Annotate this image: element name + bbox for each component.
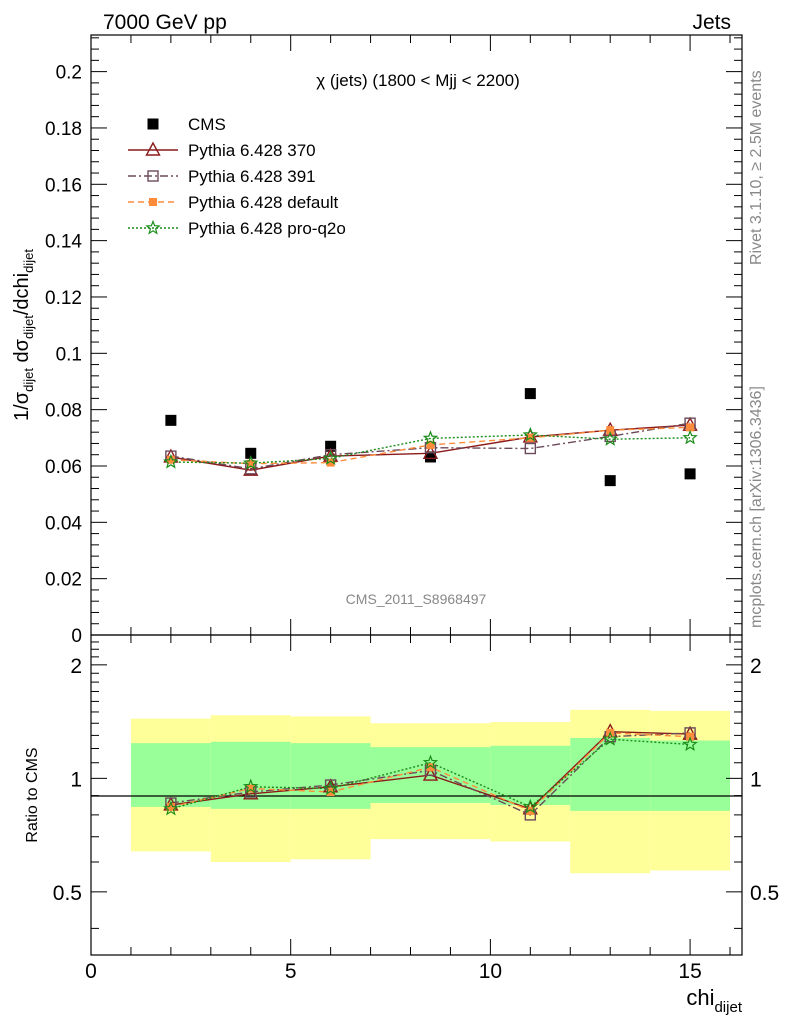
- ratio-y-tick-label-right: 2: [750, 655, 762, 678]
- ratio-plot-frame: [90, 634, 743, 956]
- main-point-pq2o: [322, 450, 339, 465]
- main-y-tick-label: 0.16: [45, 175, 82, 196]
- ratio-point-p370: [422, 766, 439, 781]
- main-y-tick-label: 0.08: [45, 401, 82, 422]
- main-point-pq2o: [522, 426, 539, 442]
- main-point-cms: [524, 388, 536, 400]
- legend-marker-p391: [147, 170, 159, 182]
- chart-title: χ (jets) (1800 < Mjj < 2200): [316, 71, 520, 90]
- legend-marker-pdefault: [149, 198, 157, 206]
- main-y-tick-label: 0.12: [45, 288, 82, 309]
- ratio-point-pq2o: [422, 754, 439, 770]
- mcplots-label: mcplots.cern.ch [arXiv:1306.3436]: [748, 386, 765, 628]
- main-series-markers: [163, 388, 698, 487]
- x-tick-label: 0: [85, 960, 97, 983]
- main-point-pq2o: [682, 429, 698, 445]
- ratio-y-tick-label-left: 1: [70, 768, 82, 791]
- ratio-point-p370: [243, 785, 259, 800]
- main-point-pdefault: [326, 458, 335, 467]
- main-y-tick-label: 0.1: [56, 344, 82, 365]
- ratio-y-tick-label-right: 0.5: [750, 882, 779, 905]
- x-tick-label: 5: [285, 960, 297, 983]
- legend: CMS Pythia 6.428 370 Pythia 6.428 391 Pythi…: [128, 115, 346, 238]
- legend-label-pdefault: Pythia 6.428 default: [188, 193, 339, 212]
- rivet-version-label: Rivet 3.1.10, ≥ 2.5M events: [748, 70, 765, 265]
- ratio-y-axis-label: Ratio to CMS: [24, 747, 41, 842]
- ratio-point-pdefault: [246, 784, 255, 793]
- main-y-tick-label: 0.04: [45, 513, 82, 534]
- legend-label-p391: Pythia 6.428 391: [188, 167, 316, 186]
- main-point-p391: [524, 442, 537, 455]
- legend-marker-cms: [147, 118, 159, 130]
- main-y-axis-label: 1/σdijet dσdijet/dchidijet: [11, 249, 36, 421]
- ratio-point-pq2o: [602, 731, 618, 746]
- ratio-point-pdefault: [426, 763, 435, 772]
- ratio-point-pq2o: [522, 798, 539, 814]
- ratio-line-pq2o: [170, 738, 691, 810]
- ratio-axis-ticks: 0.5 0.5 1 1 2 2 0 5 10 15: [53, 635, 779, 983]
- main-point-pq2o: [163, 453, 179, 469]
- ratio-plot-panel: 0.5 0.5 1 1 2 2 0 5 10 15: [53, 634, 779, 983]
- ratio-band-inner: [290, 743, 371, 809]
- legend-label-pq2o: Pythia 6.428 pro-q2o: [188, 219, 346, 238]
- ratio-y-tick-label-right: 1: [750, 768, 762, 791]
- main-y-tick-label: 0: [71, 626, 82, 647]
- ratio-point-pdefault: [166, 802, 175, 811]
- main-point-pq2o: [242, 455, 259, 470]
- main-y-tick-label: 0.2: [56, 63, 82, 84]
- main-y-tick-label: 0.14: [45, 232, 82, 253]
- main-y-ticks: 0 0.02 0.04 0.06 0.08 0.1 0.12 0.14 0.16 0.18 0.2: [45, 35, 742, 647]
- ratio-point-pq2o: [242, 778, 259, 794]
- x-tick-label: 15: [678, 960, 701, 983]
- ratio-y-tick-label-left: 2: [70, 655, 82, 678]
- legend-marker-pq2o: [145, 219, 161, 235]
- energy-label: 7000 GeV pp: [103, 11, 227, 34]
- main-point-p370: [243, 461, 259, 476]
- main-y-tick-label: 0.06: [45, 457, 82, 478]
- x-tick-label: 10: [479, 960, 502, 983]
- ratio-point-pdefault: [326, 788, 335, 797]
- main-point-cms: [165, 414, 177, 426]
- main-point-cms: [424, 451, 436, 463]
- analysis-watermark: CMS_2011_S8968497: [346, 591, 487, 607]
- ratio-y-tick-label-left: 0.5: [53, 882, 82, 905]
- legend-marker-p370: [145, 141, 161, 156]
- ratio-band-inner: [650, 740, 731, 811]
- process-label: Jets: [692, 11, 731, 34]
- ratio-point-pq2o: [163, 800, 179, 816]
- main-point-pdefault: [686, 423, 695, 432]
- main-plot-panel: 00.020.040.060.080.10.120.140.160.180.2 …: [45, 34, 743, 647]
- main-y-tick-label: 0.18: [45, 119, 82, 140]
- x-axis-label: chidijet: [686, 985, 742, 1016]
- ratio-band-inner: [570, 737, 651, 811]
- ratio-series-markers: [163, 723, 698, 821]
- main-point-pq2o: [602, 431, 618, 446]
- main-point-pdefault: [166, 455, 175, 464]
- ratio-point-pq2o: [322, 780, 339, 796]
- main-point-cms: [325, 440, 337, 452]
- legend-label-cms: CMS: [188, 115, 226, 134]
- main-point-cms: [684, 468, 696, 480]
- legend-label-p370: Pythia 6.428 370: [188, 141, 316, 160]
- main-line-pq2o: [170, 434, 691, 464]
- main-point-cms: [245, 447, 257, 459]
- main-point-pdefault: [246, 459, 255, 468]
- main-point-cms: [604, 475, 616, 487]
- main-y-tick-label: 0.02: [45, 570, 82, 591]
- main-point-pdefault: [426, 440, 435, 449]
- main-point-pdefault: [606, 426, 615, 435]
- ratio-point-pq2o: [682, 736, 698, 752]
- main-point-pq2o: [422, 430, 439, 445]
- ratio-point-pdefault: [526, 806, 535, 815]
